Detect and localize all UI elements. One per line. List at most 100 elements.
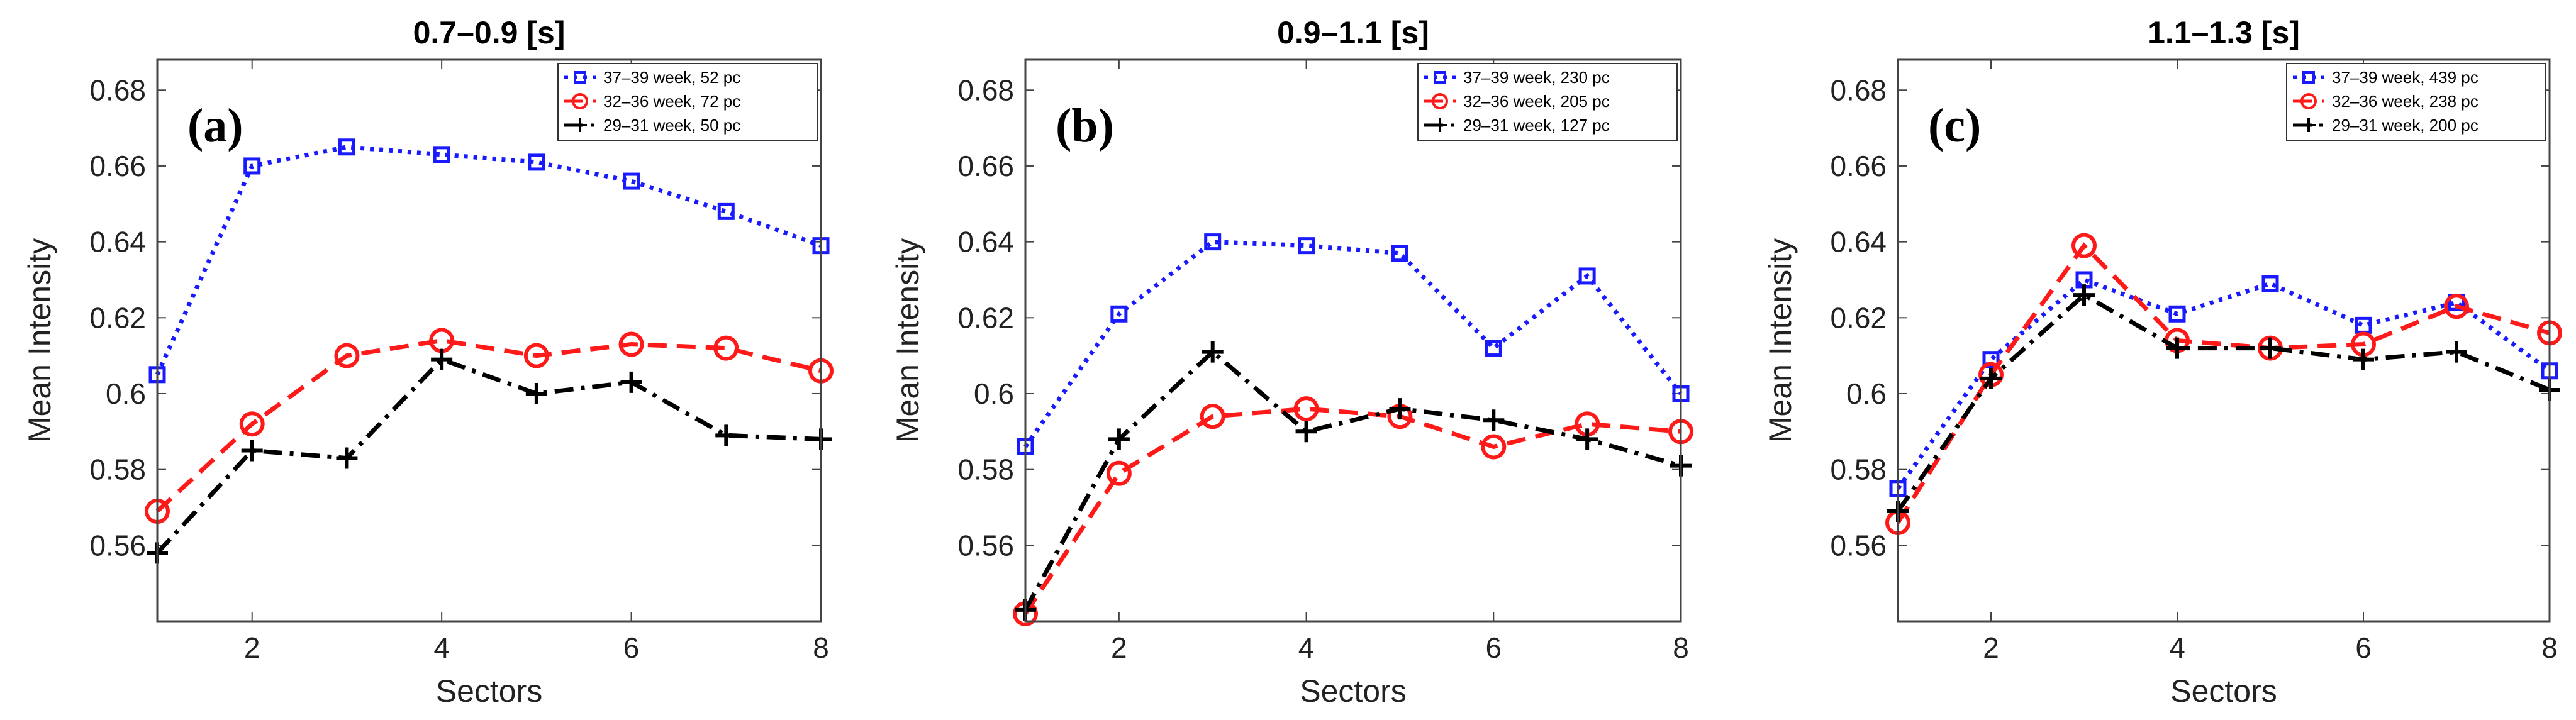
data-point [2168, 305, 2186, 323]
plot-area [157, 60, 821, 621]
series-line [1023, 348, 1681, 611]
data-point [1200, 404, 1225, 429]
data-point [1576, 428, 1598, 450]
legend: 37–39 week, 52 pc 32–36 week, 72 pc 29–31 … [557, 63, 818, 141]
data-point [336, 447, 358, 469]
legend-item: 32–36 week, 205 pc [1424, 92, 1610, 111]
y-tick-label: 0.58 [957, 453, 1014, 486]
y-tick-label: 0.6 [106, 377, 146, 410]
series-line [155, 357, 822, 555]
x-tick-label: 6 [623, 631, 640, 664]
data-point [334, 343, 360, 368]
y-tick-label: 0.58 [89, 453, 146, 486]
legend-marker [574, 71, 586, 84]
legend-label: 32–36 week, 238 pc [2332, 92, 2478, 111]
data-point [528, 153, 545, 171]
data-point [2071, 233, 2097, 258]
chart-panel-2: 0.9–1.1 [s] 0.56 0.58 0.6 0.62 0.64 0.66 0.68 2 4… [890, 15, 1693, 709]
data-point [2073, 284, 2095, 306]
data-point [1295, 421, 1317, 443]
legend-item: 29–31 week, 200 pc [2293, 116, 2478, 135]
chart-panel-1: 0.7–0.9 [s] 0.56 0.58 0.6 0.62 0.64 0.66 0.68 2 4… [22, 15, 834, 709]
series-line [1896, 242, 2550, 524]
data-point [2446, 341, 2467, 363]
y-tick-label: 0.6 [974, 377, 1014, 410]
legend-marker [573, 118, 587, 132]
y-tick-label: 0.66 [1830, 150, 1887, 182]
data-point [523, 343, 549, 368]
chart-title: 1.1–1.3 [s] [2148, 15, 2300, 50]
x-tick-label: 2 [1111, 631, 1127, 664]
chart-title: 0.7–0.9 [s] [413, 15, 566, 50]
data-point [1483, 409, 1505, 431]
x-tick-label: 8 [1673, 631, 1689, 664]
data-point [1108, 428, 1130, 450]
data-point [713, 335, 739, 361]
y-tick-label: 0.68 [1830, 74, 1887, 106]
series-line [1023, 406, 1681, 615]
series-line [1023, 240, 1683, 448]
data-point [1389, 398, 1411, 420]
data-point [2261, 275, 2279, 292]
y-tick-label: 0.6 [1846, 377, 1887, 410]
data-point [1293, 396, 1319, 422]
legend-item: 37–39 week, 439 pc [2293, 68, 2478, 87]
x-tick-label: 2 [244, 631, 260, 664]
plot-area [1898, 60, 2550, 621]
data-point [1485, 340, 1502, 357]
chart-panel-3: 1.1–1.3 [s] 0.56 0.58 0.6 0.62 0.64 0.66 0.68 2 4… [1763, 15, 2562, 709]
legend-marker [2302, 71, 2315, 84]
legend-label: 29–31 week, 50 pc [603, 116, 740, 135]
x-axis-label: Sectors [436, 673, 543, 709]
legend-marker [1434, 71, 1446, 84]
axes-frame [156, 58, 822, 623]
series-line [1896, 292, 2551, 513]
data-point [431, 348, 453, 370]
legend-label: 29–31 week, 127 pc [1463, 116, 1610, 135]
data-point [338, 138, 355, 156]
legend-box [557, 63, 818, 141]
y-axis-label: Mean Intensity [22, 238, 57, 443]
legend: 37–39 week, 439 pc 32–36 week, 238 pc 29–3… [2286, 63, 2546, 141]
data-point [525, 382, 547, 404]
legend-label: 29–31 week, 200 pc [2332, 116, 2478, 135]
legend-item: 29–31 week, 127 pc [1424, 116, 1610, 135]
data-point [1202, 341, 1224, 363]
y-tick-label: 0.68 [89, 74, 146, 106]
legend-box [1417, 63, 1678, 141]
x-axis-label: Sectors [2170, 673, 2277, 709]
x-tick-label: 8 [813, 631, 829, 664]
data-point [1980, 367, 2002, 389]
data-point [433, 146, 450, 163]
data-point [1481, 434, 1507, 460]
series-line [155, 145, 822, 376]
y-tick-label: 0.56 [957, 529, 1014, 562]
legend-item: 32–36 week, 238 pc [2293, 92, 2478, 111]
y-tick-label: 0.66 [957, 150, 1014, 182]
legend-label: 37–39 week, 52 pc [603, 68, 740, 87]
y-tick-label: 0.66 [89, 150, 146, 182]
legend-box [2286, 63, 2546, 141]
y-tick-label: 0.62 [957, 301, 1014, 334]
data-point [239, 411, 265, 437]
y-tick-label: 0.62 [1830, 301, 1887, 334]
chart-title: 0.9–1.1 [s] [1277, 15, 1429, 50]
y-axis-label: Mean Intensity [890, 238, 925, 443]
data-point [1578, 267, 1596, 285]
legend-item: 32–36 week, 72 pc [564, 92, 740, 111]
legend-marker [1432, 93, 1448, 109]
x-tick-label: 6 [1485, 631, 1502, 664]
legend-marker [2300, 93, 2317, 109]
panel-label: (c) [1928, 99, 1981, 152]
data-point [1982, 351, 2000, 368]
y-axis-label: Mean Intensity [1763, 238, 1798, 443]
series-1 [1017, 233, 1690, 455]
y-tick-label: 0.62 [89, 301, 146, 334]
series-line [155, 338, 822, 513]
panel-label: (b) [1056, 99, 1114, 152]
data-point [715, 424, 737, 446]
y-tick-label: 0.64 [89, 226, 146, 258]
y-tick-label: 0.64 [1830, 226, 1887, 258]
axes-frame [1897, 58, 2551, 623]
